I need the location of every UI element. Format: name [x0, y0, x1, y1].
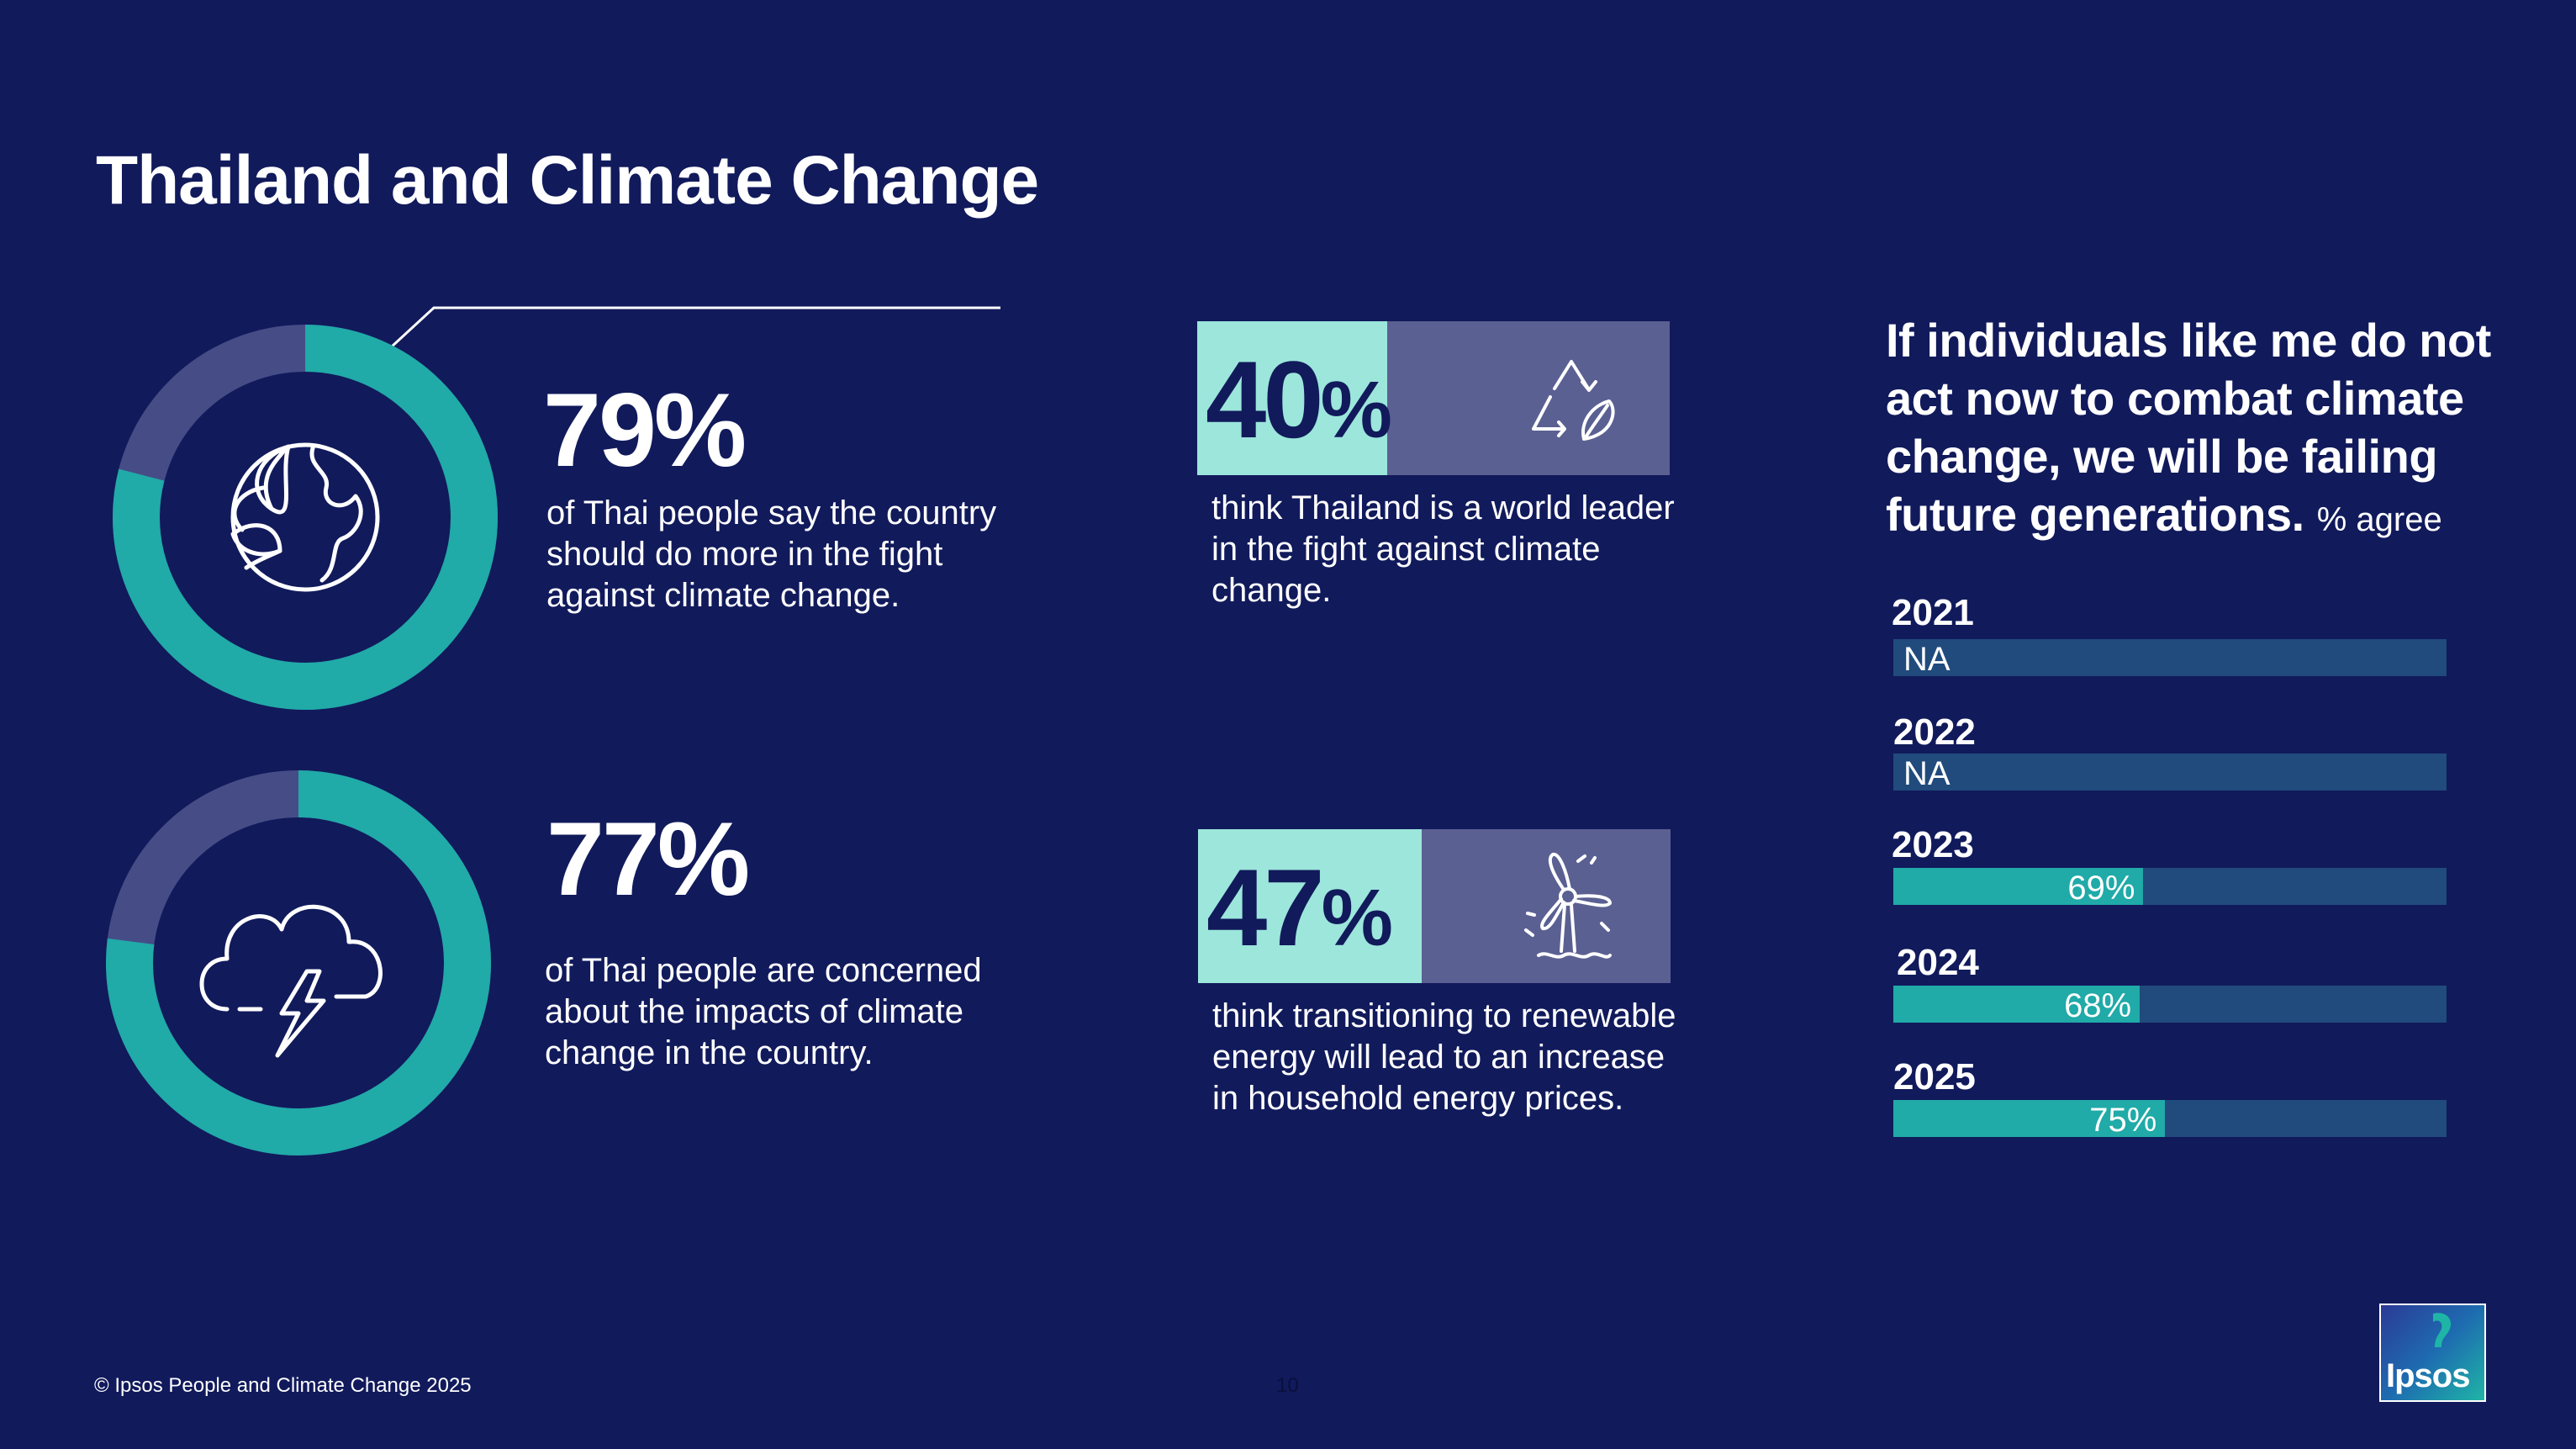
stat3-box: 40%: [1197, 321, 1670, 475]
stat4-panel: [1422, 829, 1671, 983]
logo-mark-icon: [2433, 1313, 2452, 1347]
recycle-leaf-icon: [1532, 360, 1615, 441]
page-number: 10: [1276, 1374, 1299, 1397]
bar-fill-2023: [1893, 868, 2144, 905]
ipsos-logo: Ipsos: [2379, 1304, 2486, 1402]
bar-year-label-2023: 2023: [1892, 824, 1974, 865]
stat4-box: 47%: [1198, 829, 1671, 983]
stat3-value: 40%: [1206, 338, 1392, 461]
question-text: If individuals like me do not act now to…: [1886, 311, 2508, 549]
donut-chart-77: [101, 765, 496, 1161]
stat3-text: think Thailand is a world leader in the …: [1211, 489, 1675, 609]
bar-fill-2024: [1893, 986, 2141, 1023]
bar-track-2021: NA: [1893, 639, 2447, 678]
donut-fill: [113, 325, 498, 710]
stat2-text: of Thai people are concerned about the i…: [545, 952, 982, 1071]
wind-turbine-icon: [1524, 853, 1612, 959]
bar-track-2025: 75%: [1893, 1100, 2447, 1139]
bar-year-label-2021: 2021: [1892, 592, 1974, 633]
bar-year-label-2025: 2025: [1893, 1056, 1976, 1097]
bar-track-2022: NA: [1893, 754, 2447, 792]
bar-fill-2025: [1893, 1100, 2166, 1137]
stat3-highlight: [1197, 321, 1387, 475]
stat4-text: think transitioning to renewable energy …: [1212, 997, 1676, 1117]
stat2-value: 77%: [546, 801, 750, 918]
stat4-highlight: [1198, 829, 1422, 983]
page-title: Thailand and Climate Change: [96, 142, 1039, 219]
stat3-panel: [1387, 321, 1670, 475]
bar-value-label-2021: NA: [1903, 641, 1950, 678]
bar-value-label-2022: NA: [1903, 755, 1950, 792]
earth-leaf-icon: [230, 442, 380, 592]
donut-fill: [106, 770, 491, 1155]
stat4-value: 47%: [1206, 846, 1393, 969]
bar-value-label-2024: 68%: [2064, 987, 2132, 1024]
bar-track-2024: 68%: [1893, 986, 2447, 1024]
bar-year-label-2022: 2022: [1893, 711, 1976, 753]
question-statement: If individuals like me do not act now to…: [1886, 314, 2491, 541]
storm-cloud-icon: [199, 904, 383, 1058]
donut-chart-79: [108, 320, 503, 715]
stat1-text: of Thai people say the country should do…: [546, 494, 997, 614]
bar-value-label-2025: 75%: [2089, 1102, 2157, 1139]
question-unit: % agree: [2316, 501, 2442, 538]
stat1-value: 79%: [543, 373, 747, 489]
bar-track-2023: 69%: [1893, 868, 2447, 907]
copyright-text: © Ipsos People and Climate Change 2025: [94, 1374, 472, 1397]
bar-value-label-2023: 69%: [2067, 870, 2135, 907]
logo-text: Ipsos: [2386, 1357, 2470, 1394]
bar-year-label-2024: 2024: [1897, 942, 1979, 983]
